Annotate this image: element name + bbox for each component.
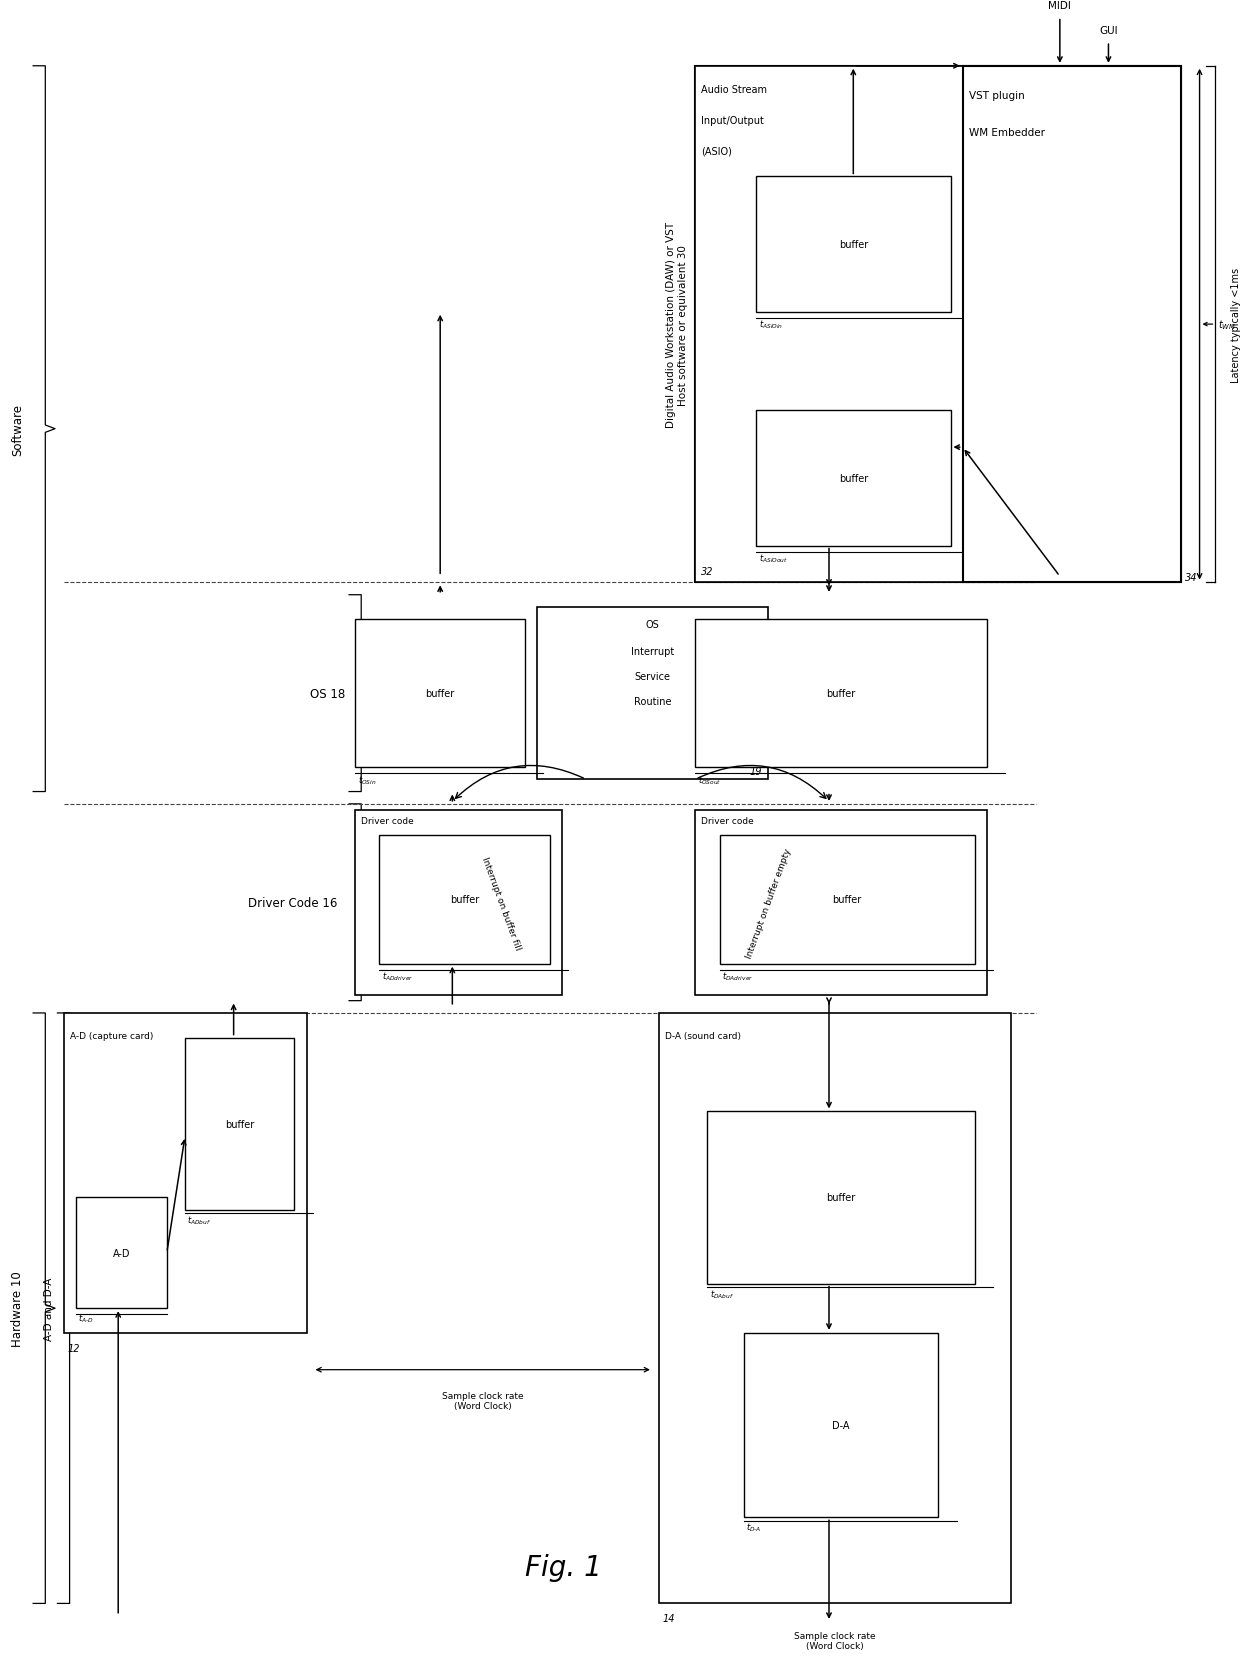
Text: $t_{D\text{-}A}$: $t_{D\text{-}A}$: [746, 1520, 761, 1534]
FancyBboxPatch shape: [76, 1198, 167, 1309]
Text: OS 18: OS 18: [310, 687, 346, 701]
Text: WM Embedder: WM Embedder: [968, 128, 1045, 138]
Text: Routine: Routine: [634, 696, 672, 706]
Text: $t_{OSin}$: $t_{OSin}$: [357, 773, 376, 786]
Text: $t_{OSout}$: $t_{OSout}$: [698, 773, 722, 786]
Text: MIDI: MIDI: [1048, 2, 1071, 12]
Text: Software: Software: [11, 403, 24, 455]
FancyBboxPatch shape: [185, 1038, 294, 1210]
FancyBboxPatch shape: [658, 1013, 1012, 1603]
Text: $t_{DAbuf}$: $t_{DAbuf}$: [711, 1287, 734, 1300]
Text: Service: Service: [635, 672, 671, 682]
Text: buffer: buffer: [425, 689, 455, 699]
Text: $t_{A\text{-}D}$: $t_{A\text{-}D}$: [78, 1312, 94, 1324]
Text: D-A: D-A: [832, 1420, 849, 1430]
FancyBboxPatch shape: [63, 1013, 306, 1332]
Text: Fig. 1: Fig. 1: [526, 1552, 601, 1581]
Text: GUI: GUI: [1099, 25, 1117, 35]
Text: A-D and D-A: A-D and D-A: [43, 1277, 55, 1341]
FancyBboxPatch shape: [355, 620, 526, 768]
FancyBboxPatch shape: [537, 608, 769, 780]
Text: Audio Stream: Audio Stream: [702, 86, 768, 96]
FancyBboxPatch shape: [744, 1332, 939, 1517]
FancyBboxPatch shape: [962, 67, 1182, 583]
Text: Driver code: Driver code: [702, 816, 754, 825]
Text: 12: 12: [67, 1342, 79, 1352]
Text: buffer: buffer: [827, 1193, 856, 1203]
Text: Digital Audio Workstation (DAW) or VST
Host software or equivalent 30: Digital Audio Workstation (DAW) or VST H…: [666, 222, 688, 428]
Text: buffer: buffer: [450, 895, 479, 904]
Text: 14: 14: [662, 1613, 675, 1623]
FancyBboxPatch shape: [696, 620, 987, 768]
FancyBboxPatch shape: [379, 835, 549, 964]
Text: VST plugin: VST plugin: [968, 91, 1024, 101]
Text: Hardware 10: Hardware 10: [11, 1270, 24, 1346]
Text: buffer: buffer: [827, 689, 856, 699]
Text: $t_{ADdriver}$: $t_{ADdriver}$: [382, 971, 413, 983]
Text: $t_{ADbuf}$: $t_{ADbuf}$: [187, 1213, 212, 1226]
Text: buffer: buffer: [226, 1119, 254, 1129]
FancyBboxPatch shape: [756, 412, 951, 546]
FancyBboxPatch shape: [708, 1112, 975, 1284]
Text: Interrupt: Interrupt: [631, 647, 675, 657]
Text: $t_{WM}$: $t_{WM}$: [1218, 318, 1236, 333]
Text: $t_{ASIOout}$: $t_{ASIOout}$: [759, 553, 787, 564]
FancyBboxPatch shape: [719, 835, 975, 964]
Text: Sample clock rate
(Word Clock): Sample clock rate (Word Clock): [441, 1391, 523, 1410]
Text: buffer: buffer: [838, 474, 868, 484]
FancyBboxPatch shape: [696, 810, 987, 995]
Text: Sample clock rate
(Word Clock): Sample clock rate (Word Clock): [795, 1631, 875, 1650]
Text: D-A (sound card): D-A (sound card): [665, 1032, 742, 1042]
Text: buffer: buffer: [832, 895, 862, 904]
Text: 19: 19: [750, 766, 763, 776]
FancyBboxPatch shape: [696, 67, 962, 583]
Text: buffer: buffer: [838, 240, 868, 250]
Text: Latency typically <1ms: Latency typically <1ms: [1231, 267, 1240, 383]
Text: A-D: A-D: [113, 1248, 130, 1258]
Text: 32: 32: [702, 566, 714, 576]
Text: A-D (capture card): A-D (capture card): [69, 1032, 153, 1042]
Text: Input/Output: Input/Output: [702, 116, 764, 126]
FancyBboxPatch shape: [696, 67, 1182, 583]
Text: 34: 34: [1185, 573, 1198, 583]
Text: Interrupt on buffer empty: Interrupt on buffer empty: [744, 847, 792, 959]
Text: Driver code: Driver code: [361, 816, 414, 825]
FancyBboxPatch shape: [355, 810, 562, 995]
Text: Driver Code 16: Driver Code 16: [248, 895, 337, 909]
Text: OS: OS: [646, 620, 660, 630]
Text: $t_{ASIOin}$: $t_{ASIOin}$: [759, 319, 782, 331]
Text: $t_{DAdriver}$: $t_{DAdriver}$: [722, 971, 754, 983]
Text: (ASIO): (ASIO): [702, 146, 733, 156]
FancyBboxPatch shape: [756, 178, 951, 312]
Text: Interrupt on buffer fill: Interrupt on buffer fill: [480, 855, 522, 951]
